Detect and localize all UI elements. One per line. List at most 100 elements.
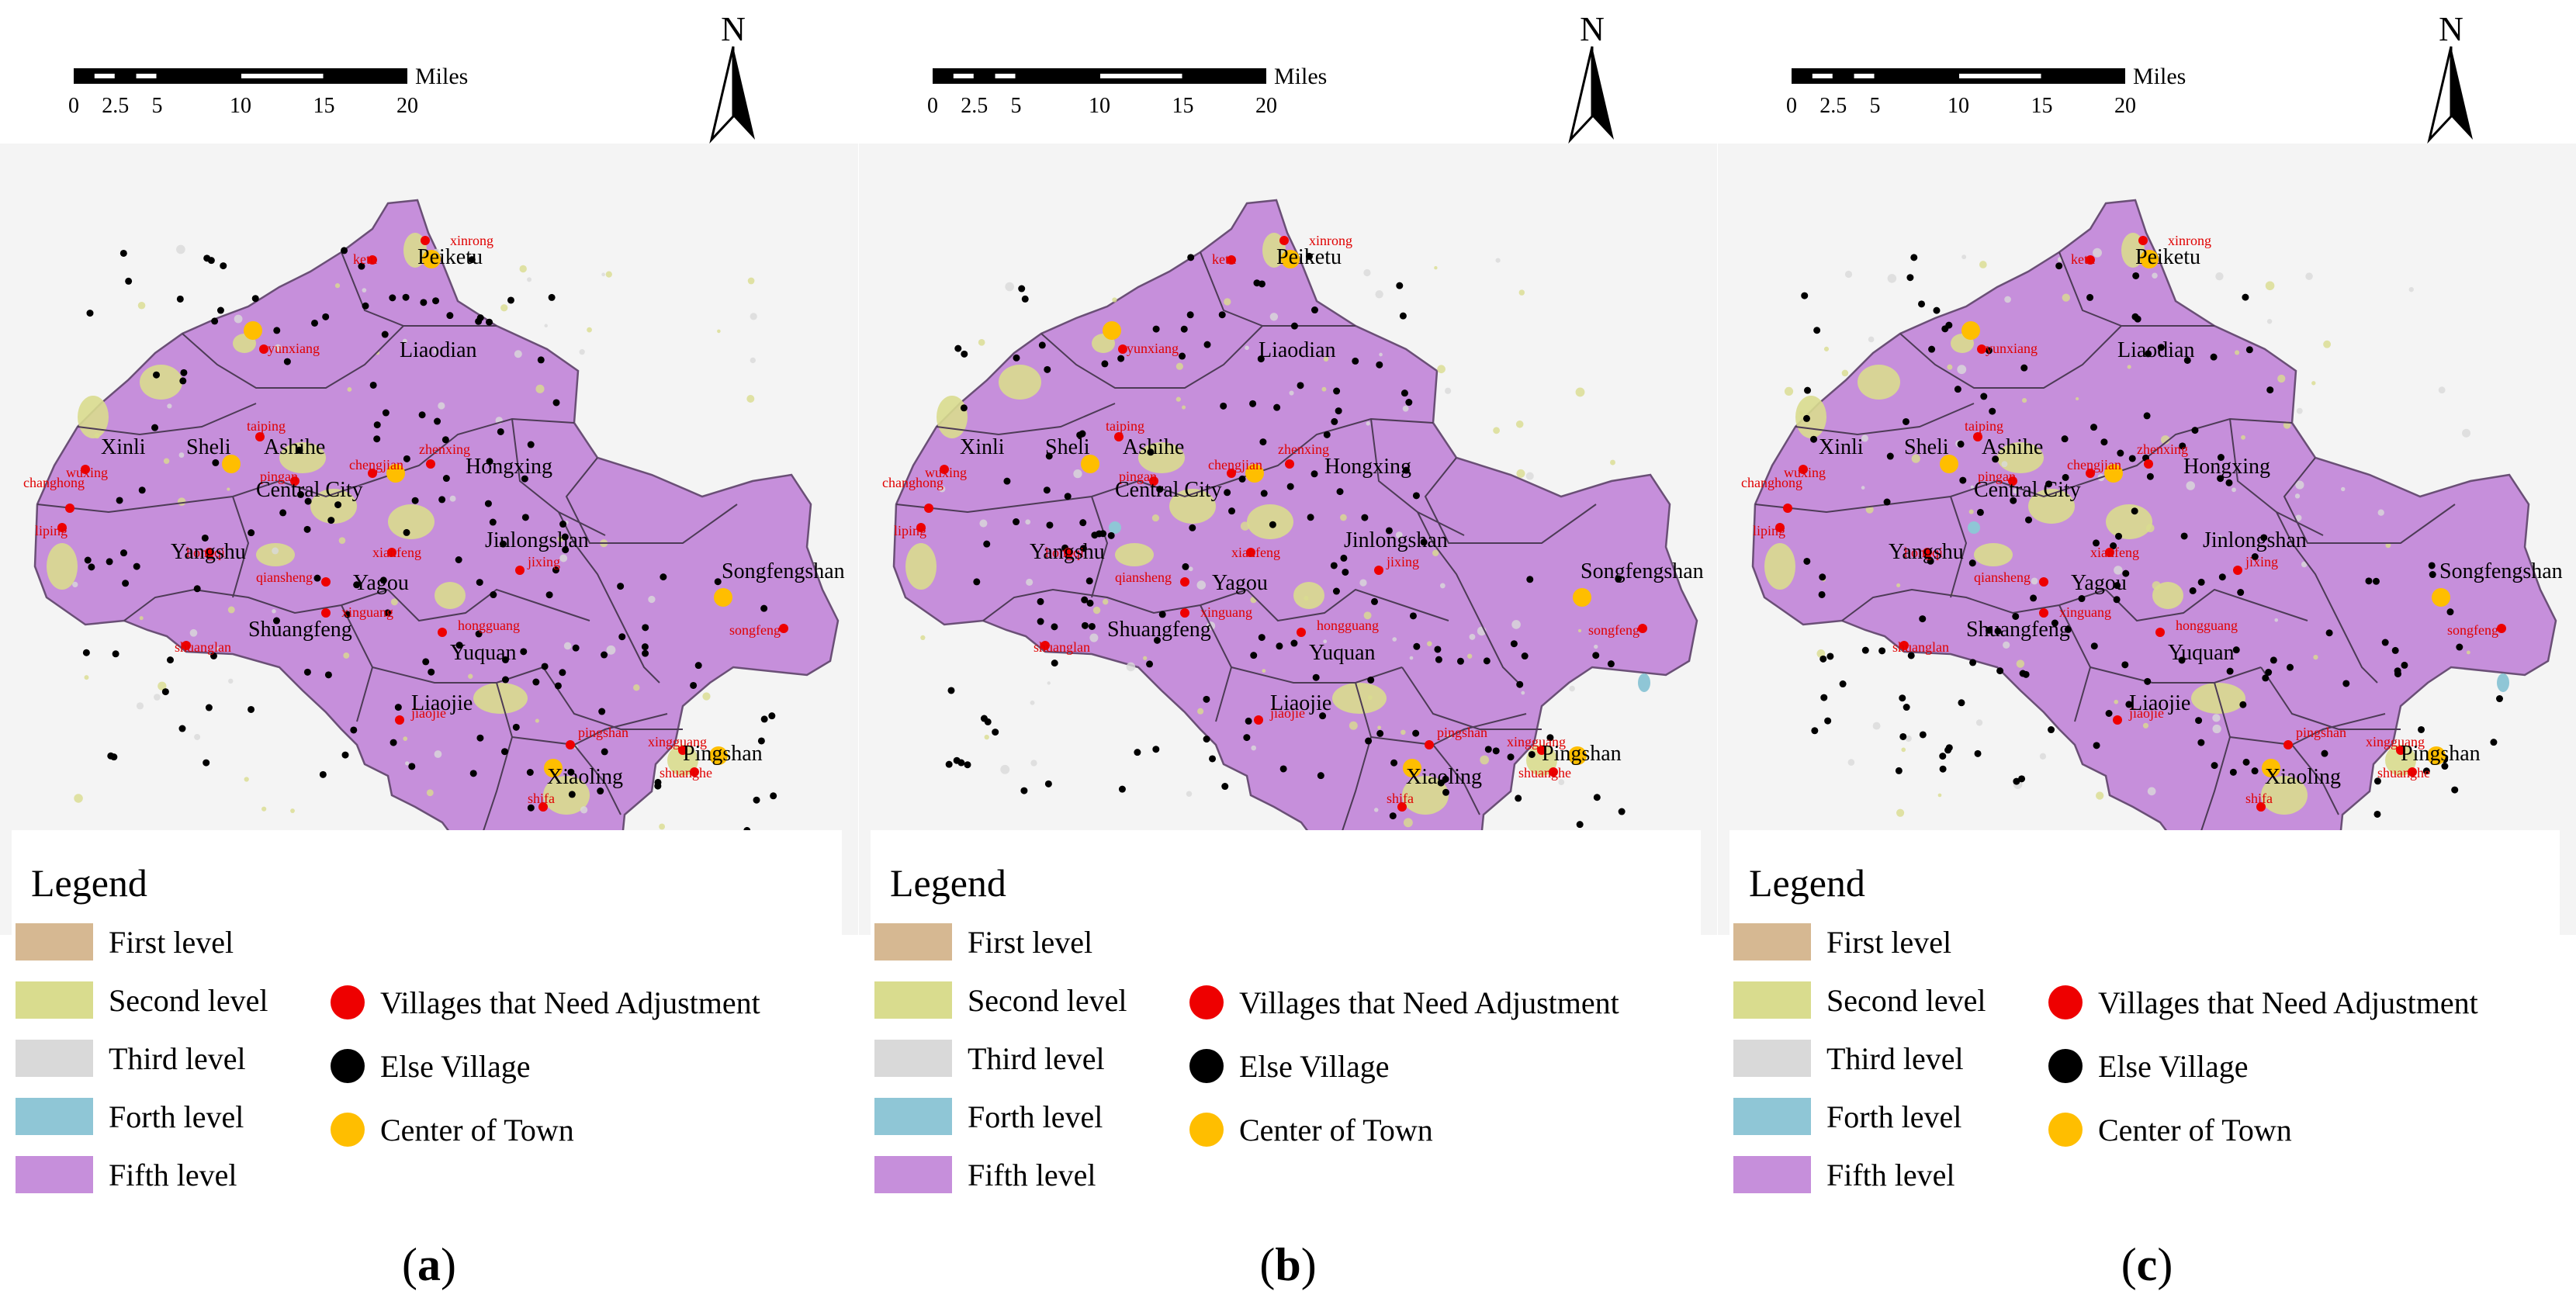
land-patch [747,277,755,285]
else-village-dot [507,296,514,304]
else-village-dot [512,723,520,731]
else-village-dot [1442,788,1450,796]
else-village-dot [1101,360,1109,368]
else-village-dot [1224,489,1231,497]
else-village-dot [1020,787,1028,794]
town-label: Liaodian [2117,338,2195,362]
scale-bar-tick-label: 5 [1011,94,1022,118]
caption-letter: a [417,1239,441,1290]
land-patch [519,265,527,273]
adjustment-village-label: zhenxing [419,441,470,457]
else-village-dot [1992,455,2000,463]
second-level-patch [256,543,295,566]
scale-bar-unit-label: Miles [1274,64,1327,89]
land-patch [587,327,592,333]
adjustment-village-label: hongguang [2176,618,2238,633]
land-patch [1467,653,1473,659]
land-patch [1323,356,1329,362]
else-village-dot [1402,466,1410,474]
land-patch [2466,650,2470,655]
scale-bar-segment [134,72,158,80]
adjustment-village-dot [690,767,699,777]
else-village-dot [2197,578,2205,586]
else-village-dot [1146,660,1154,668]
legend-point-label: Center of Town [1239,1113,1433,1147]
adjustment-village-dot [2497,624,2506,633]
second-level-patch [2106,504,2152,539]
land-patch [1188,566,1193,572]
adjustment-village-dot [2008,476,2017,486]
town-label: Xinli [960,435,1005,459]
else-village-dot [1437,779,1445,787]
else-village-dot [2191,427,2199,434]
land-patch [72,581,78,588]
legend-level-label: Fifth level [1826,1158,1955,1192]
else-village-dot [1335,407,1342,415]
adjustment-village-label: hongguang [458,618,520,633]
township-boundaries [36,251,738,839]
adjustment-village-dot [940,465,949,474]
land-patch [136,702,144,710]
else-village-dot [1180,325,1188,333]
township-boundary [36,480,280,514]
else-village-dot [1228,507,1236,515]
adjustment-village-dot [1775,523,1785,532]
else-village-dot [1618,808,1626,815]
land-patch [1359,579,1367,587]
town-label: Hongxing [2183,455,2270,479]
adjustment-village-dot [1397,802,1407,812]
town-label: Songfengshan [1581,559,1704,583]
else-village-dot [2365,577,2373,585]
land-patch [2301,561,2308,568]
land-patch [1321,386,1327,392]
legend: Legend First level Second level Third level… [1729,830,2560,1203]
else-village-dot [526,768,534,776]
land-patch [1112,297,1117,303]
legend-level-label: Fifth level [109,1158,237,1192]
else-village-dot [753,796,760,804]
second-level-patch [937,396,968,438]
land-patch [158,681,167,691]
panel-caption: (a) [402,1239,456,1290]
land-patch [137,301,146,310]
town-center-dot [1573,588,1591,607]
land-patch [1896,808,1905,817]
adjustment-village-label: shifa [528,791,555,806]
land-patch [2186,481,2195,490]
else-village-dot [1376,729,1384,737]
land-patch [1379,352,1383,357]
second-level-patch [543,776,590,815]
land-patch [2462,428,2471,438]
else-village-dot [961,350,968,358]
adjustment-village-label: wuxing [66,465,108,480]
land-patch [227,606,235,614]
legend-point-label: Center of Town [380,1113,574,1147]
north-arrow-icon: N [2427,10,2473,144]
else-village-dot [2451,786,2459,794]
north-arrow-label: N [1580,10,1605,48]
town-label: Yangshu [1030,540,1105,564]
adjustment-village-label: shuanglan [175,639,231,655]
else-village-dot [1307,514,1314,521]
land-patch [1197,708,1204,715]
land-patch [2215,272,2224,281]
town-center-dot [2432,588,2450,607]
else-village-dot [251,295,259,303]
else-village-dot [2245,346,2253,354]
land-patch [433,348,439,354]
legend-swatch [16,981,93,1019]
panel-caption: (c) [2121,1239,2173,1290]
land-patch [1245,345,1249,351]
adjustment-village-label: jiaojie [410,705,446,721]
else-village-dot [527,804,535,812]
else-village-dot [1051,659,1058,667]
else-village-dot [394,704,402,711]
land-patch [1577,628,1582,633]
township-boundary [511,418,606,536]
else-village-dot [84,556,92,564]
scale-bar-tick-label: 15 [313,94,335,118]
township-boundary [1040,325,1263,389]
else-village-dot [1238,475,1246,483]
town-label: Xiaoling [2265,765,2341,789]
land-patch [1186,791,1193,797]
